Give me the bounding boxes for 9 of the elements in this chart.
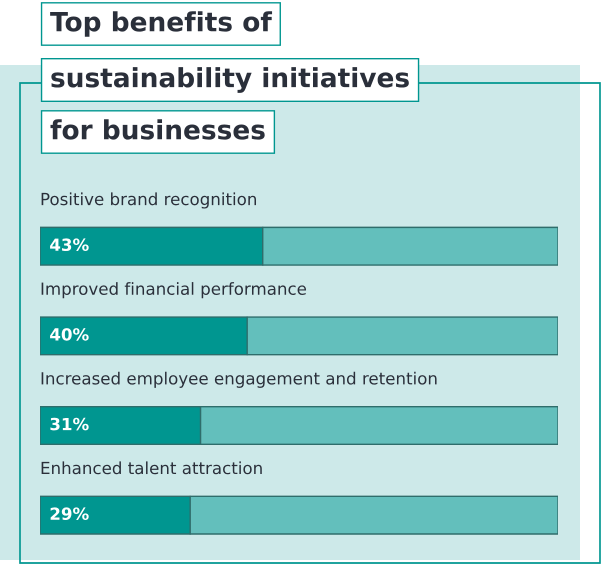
y-tick-label: Enhanced talent attraction [42,461,262,474]
chart-title: Top benefits of sustainability initiatives for businesses [50,11,409,140]
y-tick-label: Increased employee engagement and retention [42,372,437,388]
data-label: 29% [50,507,89,520]
y-tick-label: Positive brand recognition [42,192,256,209]
y-tick-label: Improved financial performance [42,282,306,298]
data-label: 43% [50,238,89,252]
data-label: 40% [50,328,89,341]
data-label: 31% [50,418,89,430]
